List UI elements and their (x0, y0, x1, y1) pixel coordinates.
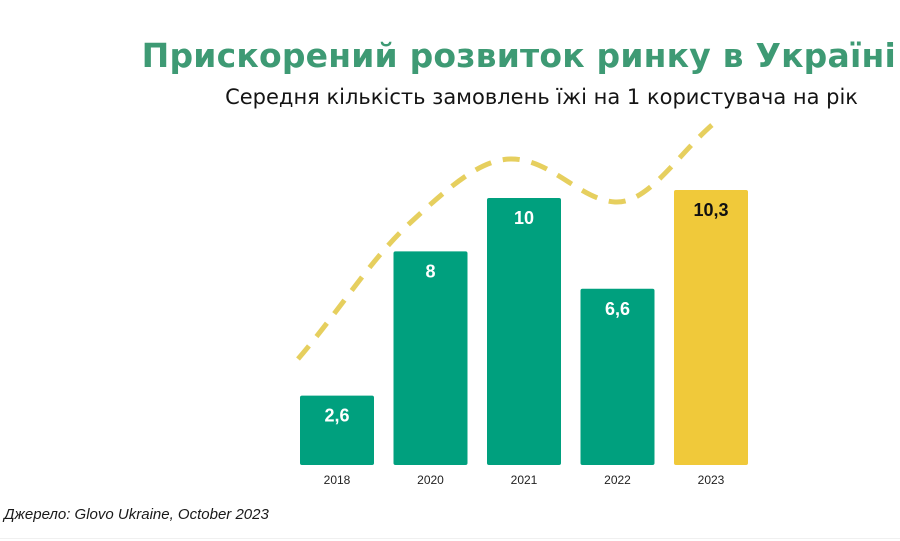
value-label-2022: 6,6 (605, 299, 630, 319)
value-label-2021: 10 (514, 208, 534, 228)
trend-curve (296, 118, 720, 361)
bars-layer (300, 190, 748, 465)
bottom-divider (0, 538, 900, 539)
bar-2022 (580, 288, 655, 465)
value-label-2023: 10,3 (693, 200, 728, 220)
bar-2023 (674, 190, 748, 465)
source-note: Джерело: Glovo Ukraine, October 2023 (4, 506, 269, 523)
chart-subtitle: Середня кількість замовлень їжі на 1 кор… (225, 85, 858, 109)
x-tick-2018: 2018 (324, 473, 351, 487)
x-tick-2022: 2022 (604, 473, 631, 487)
chart-title: Прискорений розвиток ринку в Україні (141, 36, 896, 75)
value-label-2020: 8 (425, 261, 435, 281)
bar-2021 (487, 198, 561, 465)
bar-2018 (300, 395, 374, 465)
value-label-2018: 2,6 (324, 406, 349, 426)
x-axis-ticks: 2018 2020 2021 2022 2023 (324, 473, 725, 487)
x-tick-2023: 2023 (698, 473, 725, 487)
x-tick-2020: 2020 (417, 473, 444, 487)
bar-chart: 2,6 8 10 6,6 10,3 2018 2020 2021 2022 2023 (296, 118, 748, 487)
labels-layer: 2,6 8 10 6,6 10,3 (324, 200, 728, 426)
bar-2020 (393, 251, 468, 465)
x-tick-2021: 2021 (511, 473, 538, 487)
